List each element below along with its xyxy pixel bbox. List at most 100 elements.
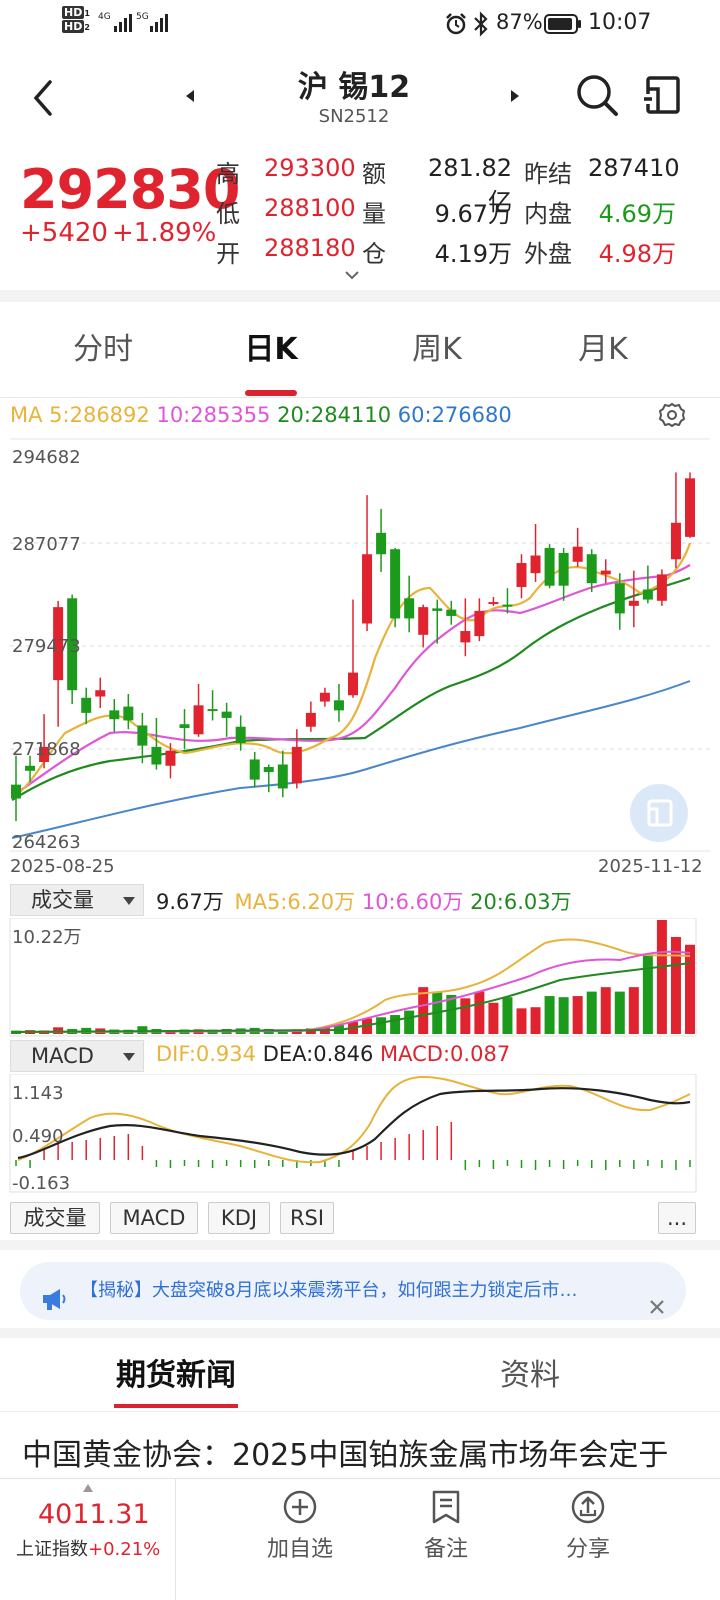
back-button[interactable] [24,76,64,120]
divider [0,1328,720,1338]
quote-stat-value: 4.98万 [598,240,676,268]
tab-weekly-k[interactable]: 周K [362,302,512,398]
quote-stat-value: 4.69万 [598,200,676,228]
candle [586,549,597,593]
layout-icon [644,76,680,114]
candle [614,573,625,630]
promo-banner[interactable]: 【揭秘】大盘突破8月底以来震荡平台，如何跟主力锁定后市… [20,1262,686,1320]
candle [221,702,232,737]
news-headline[interactable]: 中国黄金协会：2025中国铂族金属市场年会定于 [22,1438,669,1473]
prev-contract-button[interactable] [183,88,197,108]
candle-body [165,750,176,766]
candle [25,755,36,783]
chip-volume[interactable]: 成交量 [10,1202,100,1234]
volume-bar [516,1008,527,1034]
active-tab-indicator [114,1404,238,1408]
volume-bar [404,1010,415,1034]
chip-rsi[interactable]: RSI [280,1202,334,1234]
index-ticker[interactable]: 4011.31 上证指数+0.21% [0,1479,176,1600]
candle [656,569,667,606]
price-tick-high: 294682 [12,447,81,468]
clock: 10:07 [588,10,652,35]
volume-chart[interactable]: 10.22万 [0,918,720,1038]
price-tick-low: 264263 [12,832,81,853]
quote-stat-label: 低 [216,200,240,228]
svg-text:5G: 5G [136,12,149,22]
active-tab-indicator [245,390,297,396]
tab-daily-k-label: 日K [244,332,298,367]
quote-stat-value: 281.82亿 [428,154,512,216]
note-button[interactable]: 备注 [376,1479,516,1600]
candle [474,598,485,642]
candle [291,729,302,789]
ma10-value: 10:285355 [156,403,271,427]
next-contract-button[interactable] [508,88,522,108]
candle-body [600,570,611,575]
volume-bar [305,1028,316,1034]
tab-futures-news[interactable]: 期货新闻 [76,1340,276,1412]
volume-indicator-select[interactable]: 成交量 [10,884,144,916]
layout-button[interactable] [642,74,682,120]
quote-stat-label: 仓 [362,240,386,268]
volume-ma5: MA5:6.20万 [234,890,356,914]
candle [333,683,344,722]
candle-body [123,706,134,721]
volume-bar [530,1007,541,1034]
candle-body [558,552,569,586]
price-tick-2: 287077 [12,534,81,555]
candle [319,687,330,707]
tab-intraday[interactable]: 分时 [28,302,178,398]
search-button[interactable] [574,72,620,122]
cellular-signal-icon: 4G 5G [98,8,173,41]
candle-body [572,546,583,562]
macd-histogram [15,1122,691,1170]
candle-body [376,532,387,555]
candle-body [81,697,92,713]
chip-more[interactable]: ... [658,1202,696,1234]
tab-daily-k[interactable]: 日K [196,302,346,398]
volume-ma20-line [11,962,691,1033]
volume-value: 9.67万 [156,890,224,914]
volume-bar [418,987,429,1034]
chip-kdj[interactable]: KDJ [208,1202,270,1234]
candle-body [614,583,625,614]
candle [137,712,148,764]
candle [544,544,555,589]
candle [446,600,457,625]
quote-stat-label: 额 [362,160,386,188]
chart-settings-button[interactable] [658,401,686,433]
index-name: 上证指数 [16,1539,88,1560]
share-button[interactable]: 分享 [518,1479,658,1600]
candle-body [390,549,401,619]
ma5-value: MA 5:286892 [10,403,150,427]
candle-body [348,672,358,696]
volume-legend: 9.67万 MA5:6.20万 10:6.60万 20:6.03万 [156,886,572,916]
candlestick-chart[interactable]: 294682 287077 279473 271868 264263 2025-… [0,438,720,880]
expand-button[interactable] [344,266,360,285]
layout-icon [647,799,673,827]
news-tabs: 期货新闻 资料 [0,1340,720,1412]
hd-signal-icon: HD 1 HD 2 [62,6,90,33]
chip-kdj-label: KDJ [220,1206,258,1230]
banner-close-button[interactable] [648,1282,666,1340]
add-watchlist-button[interactable]: 加自选 [230,1479,370,1600]
price-tick-4: 271868 [12,739,81,760]
chip-macd-label: MACD [122,1206,186,1230]
megaphone-icon [40,1278,68,1336]
chip-macd[interactable]: MACD [110,1202,198,1234]
candles [11,472,695,822]
ma60-value: 60:276680 [397,403,512,427]
triangle-left-icon [186,90,194,102]
candle [404,575,415,633]
macd-chart[interactable]: 1.143 0.490 -0.163 [0,1074,720,1194]
tab-monthly-k[interactable]: 月K [528,302,678,398]
quote-stat-label: 开 [216,240,240,268]
tab-info[interactable]: 资料 [430,1340,630,1412]
macd-indicator-select[interactable]: MACD [10,1040,144,1072]
candle-body [670,522,681,560]
ma-legend: MA 5:286892 10:285355 20:284110 60:27668… [10,403,512,427]
candle-body [544,547,555,586]
floating-layout-button[interactable] [630,784,688,842]
index-change: +0.21% [88,1539,161,1560]
volume-bar [685,944,695,1034]
